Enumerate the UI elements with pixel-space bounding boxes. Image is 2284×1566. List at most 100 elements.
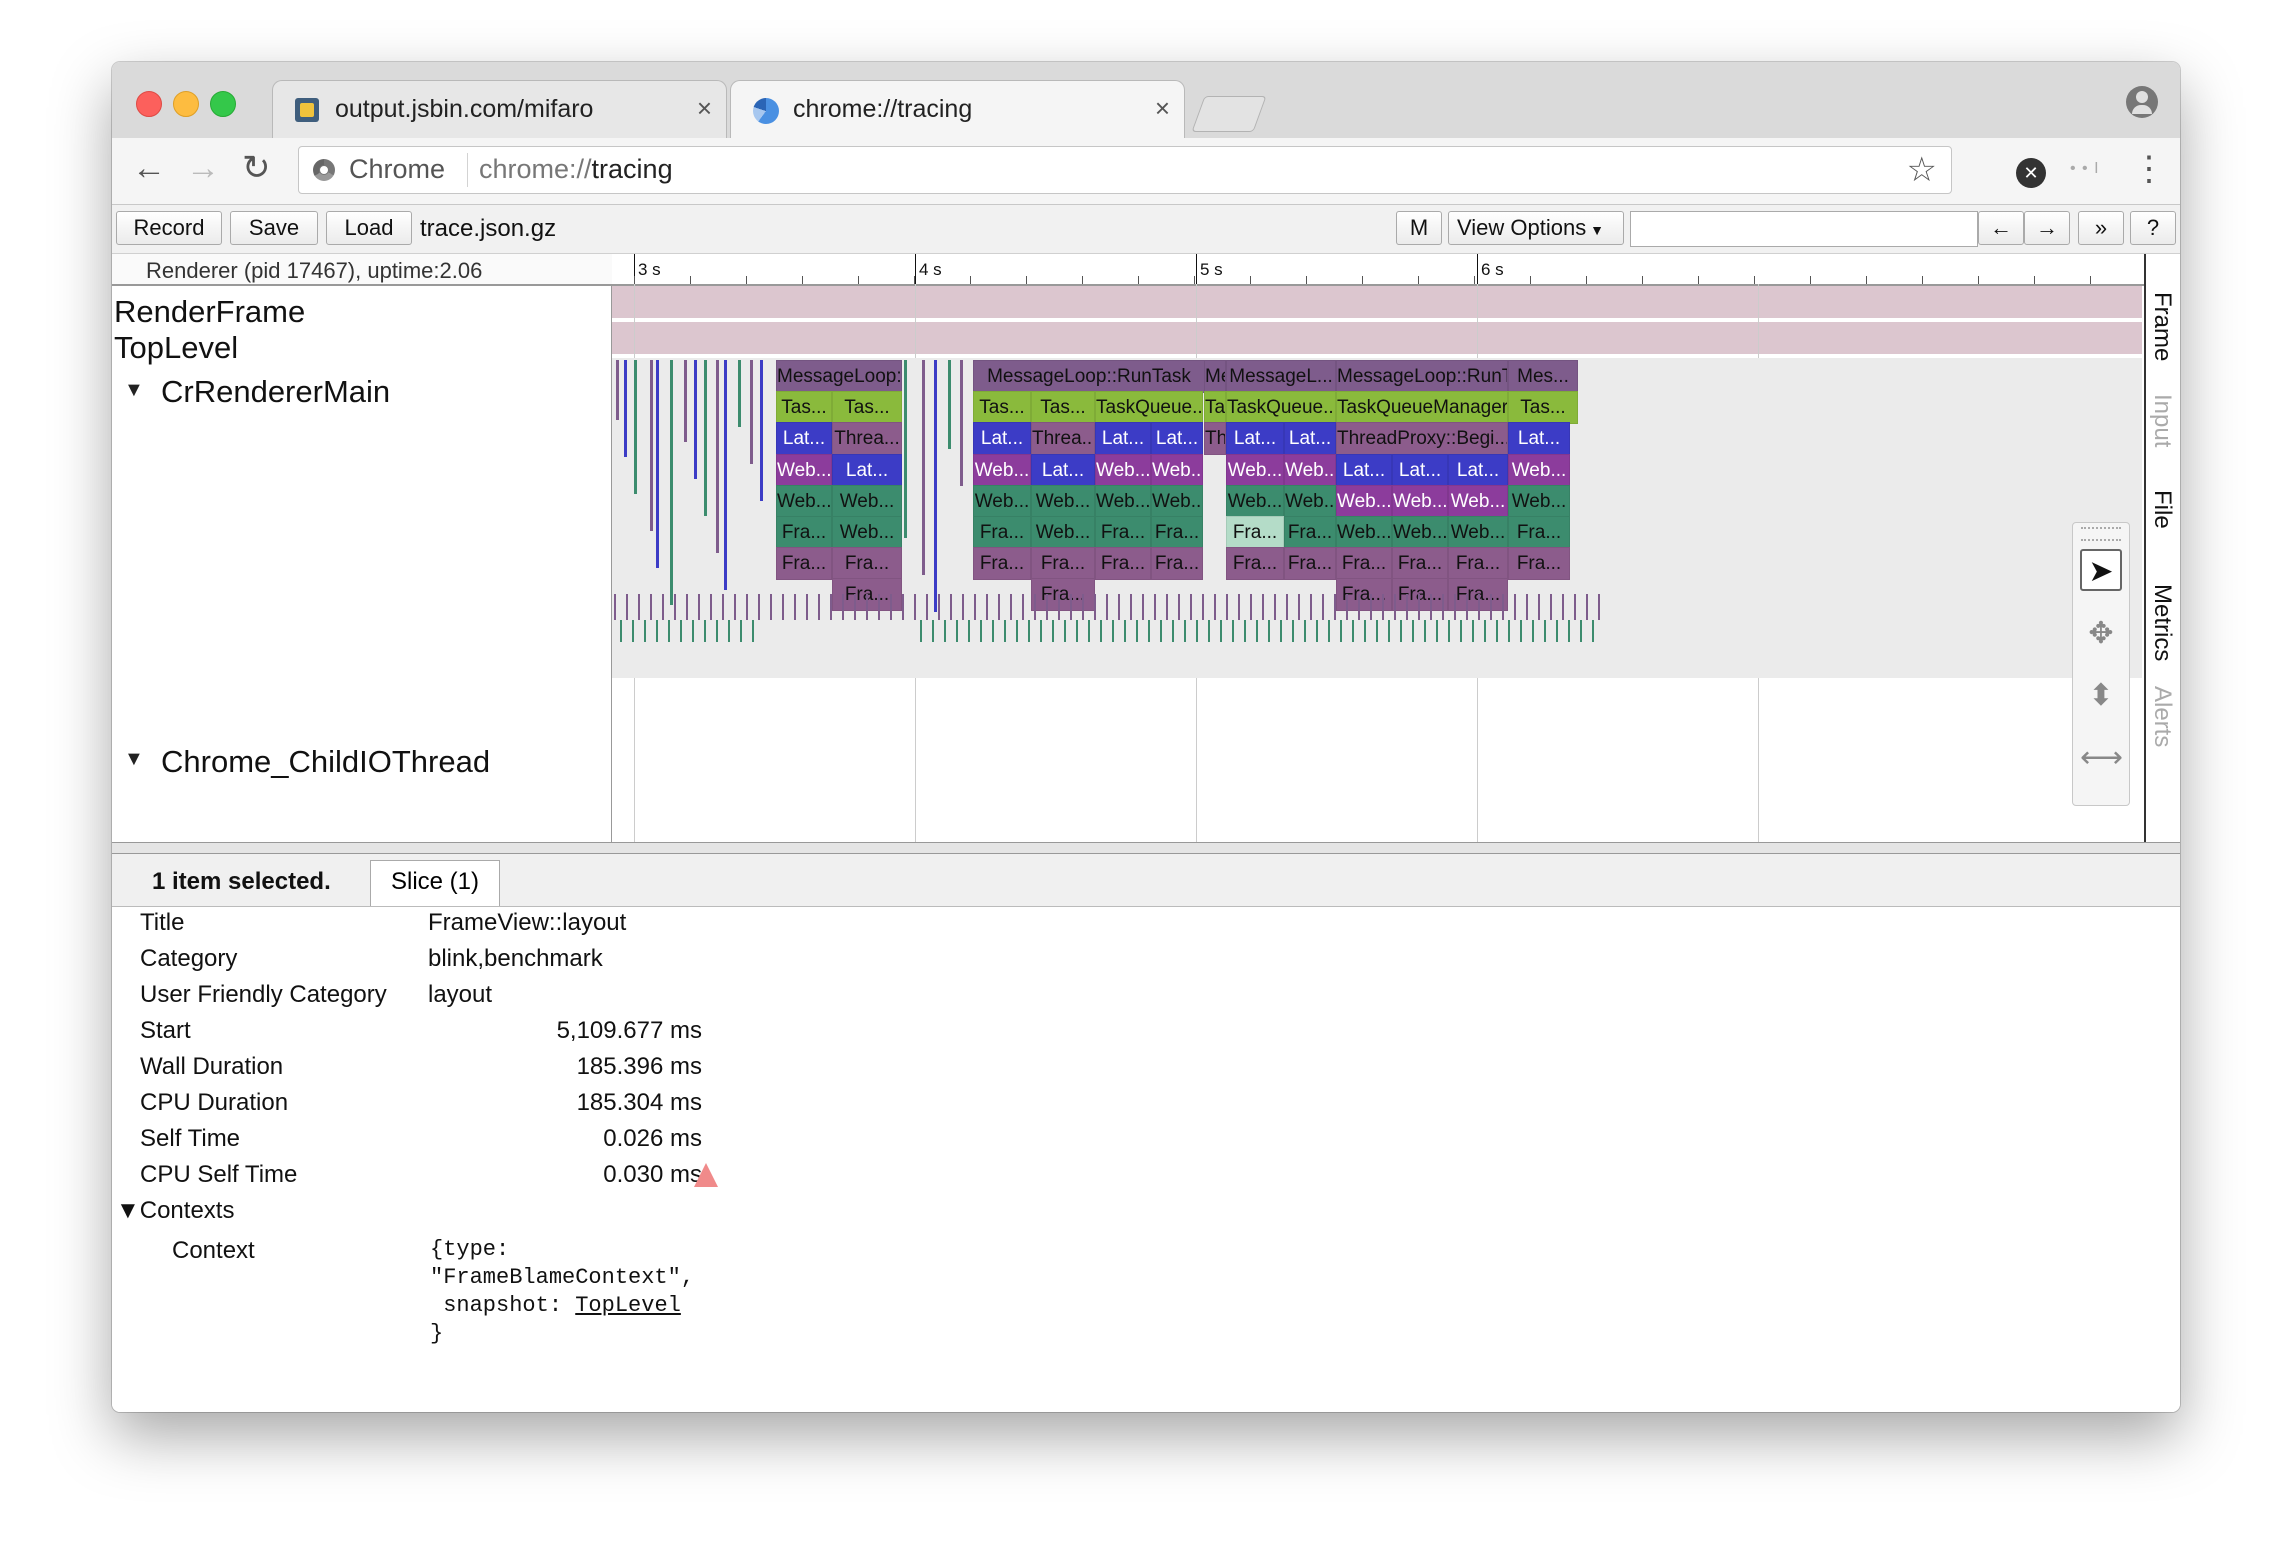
timing-icon[interactable]: ⟷: [2080, 741, 2124, 774]
trace-slice[interactable]: Web...: [1284, 453, 1336, 487]
io-slice[interactable]: [1226, 594, 1228, 620]
io-slice[interactable]: [962, 594, 964, 620]
io-slice[interactable]: [806, 594, 808, 620]
trace-slice[interactable]: Web...: [1448, 516, 1508, 549]
trace-slice-thin[interactable]: [650, 360, 653, 531]
io-slice[interactable]: [1448, 620, 1450, 642]
io-slice[interactable]: [926, 594, 928, 620]
trace-slice-thin[interactable]: [934, 360, 937, 612]
trace-slice[interactable]: Lat...: [1392, 453, 1448, 487]
trace-slice-thin[interactable]: [684, 360, 687, 442]
io-slice[interactable]: [1112, 620, 1114, 642]
io-slice[interactable]: [1370, 594, 1372, 620]
io-slice[interactable]: [1496, 620, 1498, 642]
top-level-track[interactable]: [612, 322, 2142, 354]
url-text[interactable]: chrome://tracing: [479, 154, 673, 185]
tab-slice[interactable]: Slice (1): [370, 860, 500, 906]
io-slice[interactable]: [998, 594, 1000, 620]
trace-slice[interactable]: Web...: [1336, 484, 1392, 518]
trace-slice[interactable]: TaskQueueManager::Pr...: [1336, 391, 1508, 425]
trace-slice[interactable]: Web...: [1031, 484, 1095, 518]
trace-slice[interactable]: Tas...: [776, 391, 832, 425]
io-slice[interactable]: [1208, 620, 1210, 642]
io-slice[interactable]: [698, 594, 700, 620]
io-slice[interactable]: [1508, 620, 1510, 642]
trace-slice[interactable]: Fra...: [1508, 516, 1570, 549]
io-slice[interactable]: [1040, 620, 1042, 642]
io-slice[interactable]: [968, 620, 970, 642]
trace-slice[interactable]: Web...: [1226, 453, 1284, 487]
trace-slice-thin[interactable]: [922, 360, 925, 575]
io-slice[interactable]: [1004, 620, 1006, 642]
io-slice[interactable]: [1292, 620, 1294, 642]
io-slice[interactable]: [752, 620, 754, 642]
io-slice[interactable]: [1544, 620, 1546, 642]
trace-slice[interactable]: Fra...: [973, 547, 1031, 581]
extension-dots-icon[interactable]: • • I: [2070, 160, 2100, 177]
io-slice[interactable]: [866, 594, 868, 620]
io-slice[interactable]: [1490, 594, 1492, 620]
trace-slice-thin[interactable]: [704, 360, 707, 516]
io-slice[interactable]: [1016, 620, 1018, 642]
io-slice[interactable]: [1502, 594, 1504, 620]
io-slice[interactable]: [1274, 594, 1276, 620]
trace-slice[interactable]: Web...: [776, 453, 832, 487]
time-ruler[interactable]: 3 s 4 s 5 s 6 s: [612, 254, 2180, 286]
trace-slice[interactable]: Fra...: [1226, 516, 1284, 549]
io-slice[interactable]: [1178, 594, 1180, 620]
io-slice[interactable]: [1454, 594, 1456, 620]
trace-slice[interactable]: Ta: [1204, 391, 1226, 425]
record-button[interactable]: Record: [116, 211, 222, 245]
io-slice[interactable]: [1058, 594, 1060, 620]
io-slice[interactable]: [794, 594, 796, 620]
io-slice[interactable]: [746, 594, 748, 620]
trace-slice-thin[interactable]: [624, 360, 627, 457]
io-slice[interactable]: [1118, 594, 1120, 620]
io-slice[interactable]: [1346, 594, 1348, 620]
trace-slice[interactable]: Lat...: [973, 422, 1031, 456]
io-slice[interactable]: [1034, 594, 1036, 620]
trace-slice[interactable]: Web...: [1151, 453, 1203, 487]
io-slice[interactable]: [1580, 620, 1582, 642]
io-slice[interactable]: [1472, 620, 1474, 642]
trace-slice-thin[interactable]: [716, 360, 719, 553]
io-slice[interactable]: [716, 620, 718, 642]
io-slice[interactable]: [1082, 594, 1084, 620]
io-slice[interactable]: [1442, 594, 1444, 620]
trace-slice-thin[interactable]: [904, 360, 907, 538]
io-slice[interactable]: [1520, 620, 1522, 642]
trace-slice[interactable]: Tas...: [973, 391, 1031, 425]
io-slice[interactable]: [1400, 620, 1402, 642]
trace-slice-thin[interactable]: [634, 360, 637, 494]
search-input[interactable]: [1630, 211, 1978, 247]
io-slice[interactable]: [980, 620, 982, 642]
io-slice[interactable]: [956, 620, 958, 642]
trace-slice[interactable]: Fra...: [1031, 578, 1095, 612]
io-slice[interactable]: [974, 594, 976, 620]
close-tab-icon[interactable]: ×: [696, 93, 712, 123]
io-slice[interactable]: [938, 594, 940, 620]
trace-slice[interactable]: Lat...: [776, 422, 832, 456]
io-slice[interactable]: [992, 620, 994, 642]
trace-slice[interactable]: Fra...: [832, 547, 902, 581]
trace-slice[interactable]: Web...: [973, 484, 1031, 518]
trace-slice-thin[interactable]: [694, 360, 697, 479]
io-slice[interactable]: [1106, 594, 1108, 620]
trace-slice-thin[interactable]: [738, 360, 741, 427]
io-slice[interactable]: [1232, 620, 1234, 642]
trace-slice[interactable]: Lat...: [1226, 422, 1284, 456]
trace-slice[interactable]: Tas...: [1508, 391, 1578, 425]
io-slice[interactable]: [1124, 620, 1126, 642]
trace-slice[interactable]: Tas...: [1031, 391, 1095, 425]
io-slice[interactable]: [1364, 620, 1366, 642]
trace-slice[interactable]: Fra...: [1284, 547, 1336, 581]
trace-slice[interactable]: TaskQueue...: [1226, 391, 1336, 425]
back-arrow-icon[interactable]: ←: [132, 149, 166, 187]
io-slice[interactable]: [1592, 620, 1594, 642]
trace-slice[interactable]: Web...: [1508, 453, 1570, 487]
io-slice[interactable]: [914, 594, 916, 620]
io-slice[interactable]: [1430, 594, 1432, 620]
io-slice[interactable]: [1550, 594, 1552, 620]
io-slice[interactable]: [1184, 620, 1186, 642]
selection-arrow-icon[interactable]: ➤: [2080, 549, 2122, 591]
